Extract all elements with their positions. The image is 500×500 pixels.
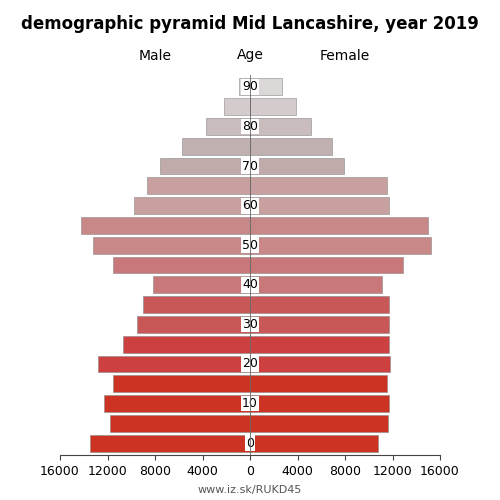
Bar bbox=[250, 415, 388, 432]
Bar bbox=[250, 316, 389, 333]
Text: 60: 60 bbox=[242, 199, 258, 212]
Bar bbox=[250, 237, 430, 254]
Bar bbox=[250, 296, 389, 313]
Bar bbox=[240, 78, 250, 96]
Text: 0: 0 bbox=[246, 436, 254, 450]
Bar bbox=[82, 217, 250, 234]
Text: 10: 10 bbox=[242, 397, 258, 410]
Bar bbox=[114, 256, 250, 274]
Bar bbox=[143, 296, 250, 313]
Text: 40: 40 bbox=[242, 278, 258, 291]
Bar bbox=[114, 376, 250, 392]
Bar bbox=[123, 336, 250, 352]
Bar bbox=[182, 138, 250, 154]
Bar bbox=[250, 276, 382, 293]
Bar bbox=[250, 138, 332, 154]
Bar bbox=[250, 178, 386, 194]
Bar bbox=[93, 237, 250, 254]
Text: 80: 80 bbox=[242, 120, 258, 133]
Text: demographic pyramid Mid Lancashire, year 2019: demographic pyramid Mid Lancashire, year… bbox=[21, 15, 479, 33]
Text: www.iz.sk/RUKD45: www.iz.sk/RUKD45 bbox=[198, 485, 302, 495]
Bar bbox=[250, 395, 389, 412]
Text: 50: 50 bbox=[242, 238, 258, 252]
Bar bbox=[250, 78, 282, 96]
Bar bbox=[250, 197, 389, 214]
Bar bbox=[146, 178, 250, 194]
Bar bbox=[160, 158, 250, 174]
Bar bbox=[250, 158, 344, 174]
Text: Age: Age bbox=[236, 48, 264, 62]
Text: 30: 30 bbox=[242, 318, 258, 331]
Bar bbox=[134, 197, 250, 214]
Bar bbox=[110, 415, 250, 432]
Bar bbox=[104, 395, 250, 412]
Text: Male: Male bbox=[138, 48, 172, 62]
Bar bbox=[250, 434, 378, 452]
Bar bbox=[250, 256, 403, 274]
Bar bbox=[250, 356, 390, 372]
Bar bbox=[152, 276, 250, 293]
Text: 70: 70 bbox=[242, 160, 258, 172]
Bar bbox=[250, 336, 389, 352]
Bar bbox=[250, 118, 310, 135]
Bar bbox=[250, 217, 428, 234]
Bar bbox=[206, 118, 250, 135]
Bar bbox=[224, 98, 250, 115]
Text: 20: 20 bbox=[242, 358, 258, 370]
Bar bbox=[250, 376, 386, 392]
Bar bbox=[90, 434, 250, 452]
Text: 90: 90 bbox=[242, 80, 258, 94]
Bar bbox=[98, 356, 250, 372]
Bar bbox=[137, 316, 250, 333]
Text: Female: Female bbox=[320, 48, 370, 62]
Bar bbox=[250, 98, 296, 115]
